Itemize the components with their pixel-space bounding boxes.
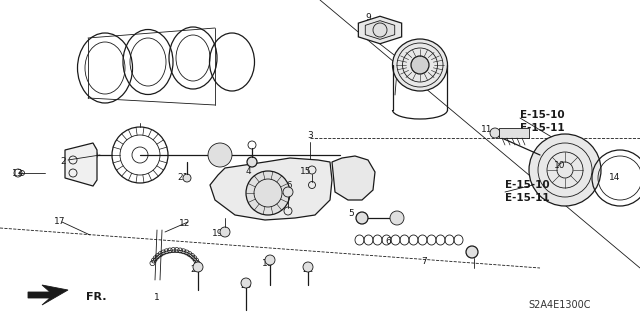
Text: E-15-11: E-15-11 [520, 123, 564, 133]
Bar [499, 128, 529, 138]
Circle shape [490, 128, 500, 138]
Circle shape [208, 143, 232, 167]
Text: 3: 3 [307, 130, 313, 139]
Text: 9: 9 [365, 13, 371, 23]
Text: 18: 18 [262, 258, 274, 268]
Text: 13: 13 [12, 168, 24, 177]
Circle shape [241, 278, 251, 288]
Polygon shape [28, 285, 68, 305]
Circle shape [466, 246, 478, 258]
Text: E-15-11: E-15-11 [505, 193, 550, 203]
Polygon shape [332, 156, 375, 200]
Text: 4: 4 [245, 167, 251, 176]
Text: 17: 17 [54, 218, 66, 226]
Polygon shape [358, 16, 402, 44]
Text: 22: 22 [302, 265, 314, 275]
Text: 2: 2 [60, 158, 66, 167]
Text: 14: 14 [609, 174, 621, 182]
Text: E-15-10: E-15-10 [505, 180, 550, 190]
Text: FR.: FR. [86, 292, 106, 302]
Ellipse shape [392, 39, 447, 91]
Text: S2A4E1300C: S2A4E1300C [529, 300, 591, 310]
Circle shape [283, 187, 293, 197]
Polygon shape [65, 143, 97, 186]
Text: 8: 8 [392, 31, 398, 40]
Circle shape [390, 211, 404, 225]
Text: 15: 15 [300, 167, 312, 176]
Text: 1: 1 [154, 293, 160, 302]
Polygon shape [365, 21, 395, 39]
Circle shape [193, 262, 203, 272]
Text: 21: 21 [177, 174, 189, 182]
Circle shape [220, 227, 230, 237]
Text: 5: 5 [348, 209, 354, 218]
Text: 20: 20 [190, 265, 202, 275]
Text: 12: 12 [179, 219, 191, 227]
Circle shape [247, 157, 257, 167]
Text: 11: 11 [481, 125, 493, 135]
Circle shape [356, 212, 368, 224]
Polygon shape [210, 158, 332, 220]
Circle shape [183, 174, 191, 182]
Text: 10: 10 [554, 160, 566, 169]
Text: E-15-10: E-15-10 [520, 110, 564, 120]
Text: 23: 23 [240, 281, 252, 291]
Text: 19: 19 [212, 229, 224, 239]
Text: 16: 16 [282, 182, 294, 190]
Circle shape [529, 134, 601, 206]
Circle shape [265, 255, 275, 265]
Circle shape [303, 262, 313, 272]
Circle shape [246, 171, 290, 215]
Text: 7: 7 [421, 257, 427, 266]
Circle shape [411, 56, 429, 74]
Text: 6: 6 [385, 238, 391, 247]
